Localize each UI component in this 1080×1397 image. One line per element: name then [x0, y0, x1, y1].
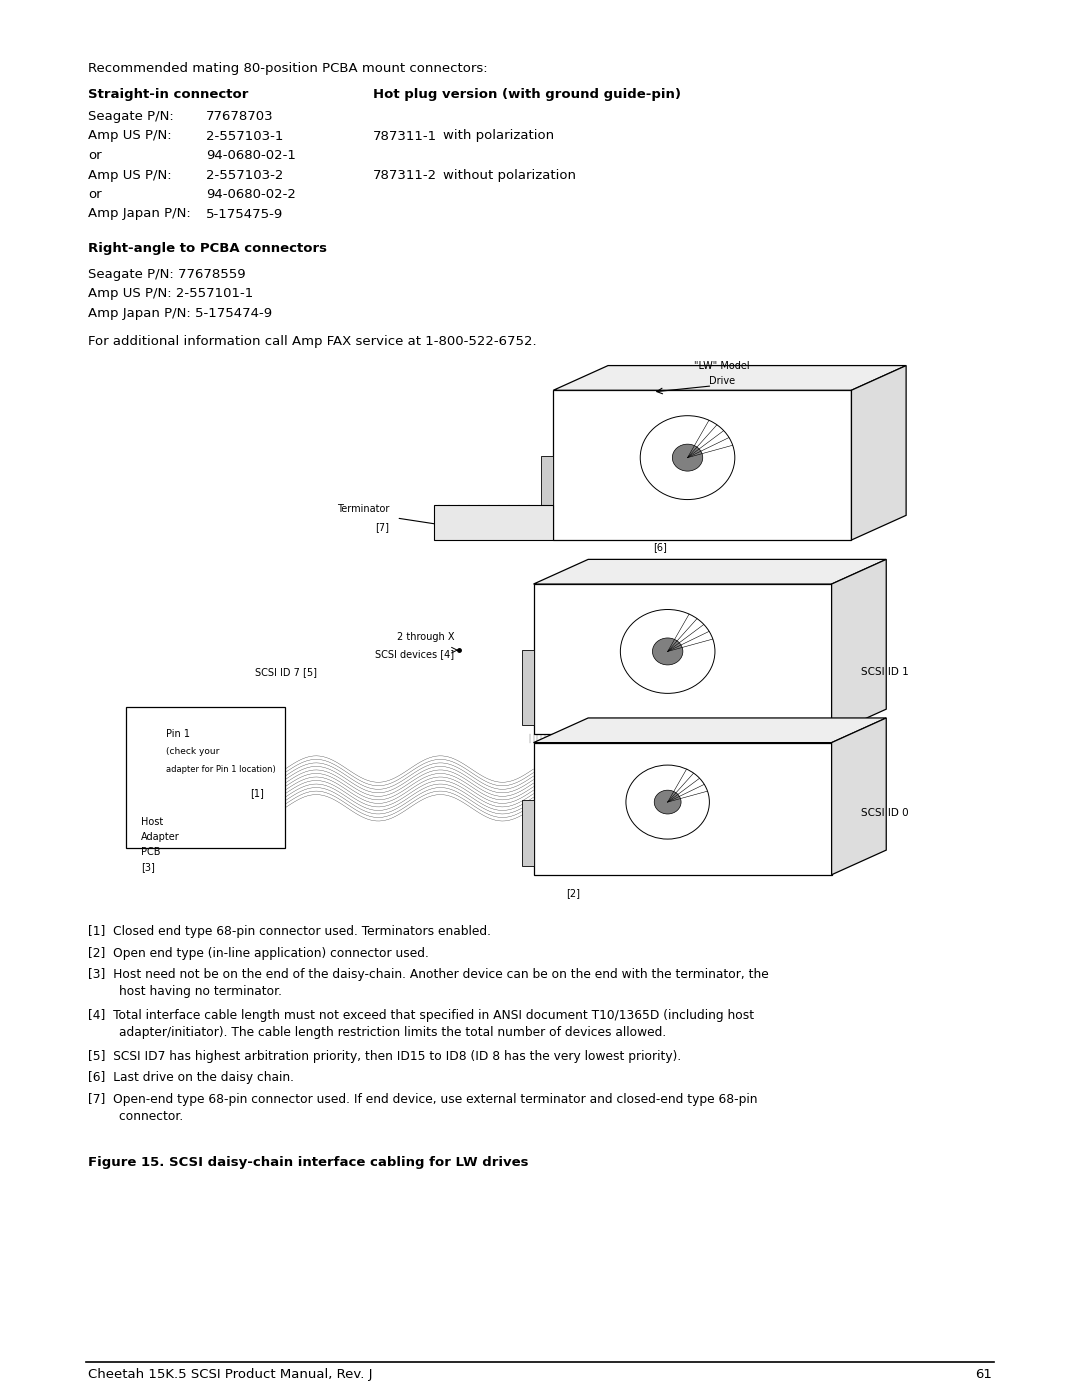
Polygon shape — [851, 366, 906, 541]
Text: [1]  Closed end type 68-pin connector used. Terminators enabled.: [1] Closed end type 68-pin connector use… — [87, 925, 491, 937]
Text: Right-angle to PCBA connectors: Right-angle to PCBA connectors — [87, 242, 327, 256]
Text: [1]: [1] — [251, 788, 265, 799]
Text: or: or — [87, 149, 102, 162]
Text: 2-557103-1: 2-557103-1 — [206, 130, 283, 142]
Text: Terminator: Terminator — [337, 504, 390, 514]
Text: "LW" Model: "LW" Model — [694, 360, 751, 370]
Text: SCSI ID 1: SCSI ID 1 — [862, 668, 909, 678]
Bar — [522, 650, 534, 725]
Text: [4]  Total interface cable length must not exceed that specified in ANSI documen: [4] Total interface cable length must no… — [87, 1009, 754, 1039]
Text: Cheetah 15K.5 SCSI Product Manual, Rev. J: Cheetah 15K.5 SCSI Product Manual, Rev. … — [87, 1368, 373, 1380]
Text: with polarization: with polarization — [443, 130, 554, 142]
Text: SCSI ID 0: SCSI ID 0 — [862, 807, 909, 819]
Text: 2 through X: 2 through X — [396, 631, 454, 641]
Text: Seagate P/N:: Seagate P/N: — [87, 110, 174, 123]
Text: [2]  Open end type (in-line application) connector used.: [2] Open end type (in-line application) … — [87, 947, 429, 960]
Text: 5-175475-9: 5-175475-9 — [206, 208, 283, 221]
Text: adapter for Pin 1 location): adapter for Pin 1 location) — [166, 764, 275, 774]
Polygon shape — [534, 584, 832, 733]
Bar — [541, 457, 553, 531]
Text: [2]: [2] — [566, 888, 580, 898]
Polygon shape — [534, 718, 887, 743]
Text: Recommended mating 80-position PCBA mount connectors:: Recommended mating 80-position PCBA moun… — [87, 61, 488, 75]
Text: 787311-2: 787311-2 — [373, 169, 437, 182]
Text: [3]  Host need not be on the end of the daisy-chain. Another device can be on th: [3] Host need not be on the end of the d… — [87, 968, 769, 997]
Text: [5]  SCSI ID7 has highest arbitration priority, then ID15 to ID8 (ID 8 has the v: [5] SCSI ID7 has highest arbitration pri… — [87, 1051, 681, 1063]
Text: (check your: (check your — [166, 747, 219, 756]
Text: SCSI devices [4]: SCSI devices [4] — [375, 650, 454, 659]
Text: Amp US P/N:: Amp US P/N: — [87, 169, 172, 182]
Text: Amp Japan P/N:: Amp Japan P/N: — [87, 208, 191, 221]
Text: [7]  Open-end type 68-pin connector used. If end device, use external terminator: [7] Open-end type 68-pin connector used.… — [87, 1092, 757, 1123]
Text: Seagate P/N: 77678559: Seagate P/N: 77678559 — [87, 268, 245, 281]
Text: 94-0680-02-1: 94-0680-02-1 — [206, 149, 296, 162]
Text: 2-557103-2: 2-557103-2 — [206, 169, 283, 182]
Text: Amp Japan P/N: 5-175474-9: Amp Japan P/N: 5-175474-9 — [87, 307, 272, 320]
Text: Hot plug version (with ground guide-pin): Hot plug version (with ground guide-pin) — [373, 88, 681, 101]
Text: Drive: Drive — [710, 376, 735, 386]
Text: Amp US P/N: 2-557101-1: Amp US P/N: 2-557101-1 — [87, 288, 253, 300]
Polygon shape — [832, 718, 887, 875]
Text: Pin 1: Pin 1 — [166, 729, 190, 739]
Text: [3]: [3] — [141, 862, 154, 873]
Text: 61: 61 — [975, 1368, 993, 1380]
Text: SCSI ID 7 [5]: SCSI ID 7 [5] — [255, 668, 318, 678]
Polygon shape — [553, 390, 851, 541]
Text: 787311-1: 787311-1 — [373, 130, 437, 142]
Polygon shape — [534, 743, 832, 875]
Text: [7]: [7] — [376, 522, 390, 532]
Text: Straight-in connector: Straight-in connector — [87, 88, 248, 101]
Bar — [522, 800, 534, 866]
Text: Figure 15. SCSI daisy-chain interface cabling for LW drives: Figure 15. SCSI daisy-chain interface ca… — [87, 1155, 528, 1169]
Text: PCB: PCB — [141, 848, 161, 858]
Text: For additional information call Amp FAX service at 1-800-522-6752.: For additional information call Amp FAX … — [87, 335, 537, 348]
Polygon shape — [832, 559, 887, 733]
Text: 77678703: 77678703 — [206, 110, 273, 123]
Polygon shape — [126, 707, 285, 848]
Text: Host: Host — [141, 817, 163, 827]
Polygon shape — [553, 366, 906, 390]
Circle shape — [652, 638, 683, 665]
Text: Adapter: Adapter — [141, 833, 179, 842]
Circle shape — [654, 791, 681, 814]
Polygon shape — [534, 559, 887, 584]
Text: without polarization: without polarization — [443, 169, 576, 182]
Text: [6]  Last drive on the daisy chain.: [6] Last drive on the daisy chain. — [87, 1071, 294, 1084]
Circle shape — [673, 444, 703, 471]
Text: 94-0680-02-2: 94-0680-02-2 — [206, 189, 296, 201]
Polygon shape — [434, 504, 553, 541]
Text: Amp US P/N:: Amp US P/N: — [87, 130, 172, 142]
Text: or: or — [87, 189, 102, 201]
Text: [6]: [6] — [652, 542, 666, 552]
